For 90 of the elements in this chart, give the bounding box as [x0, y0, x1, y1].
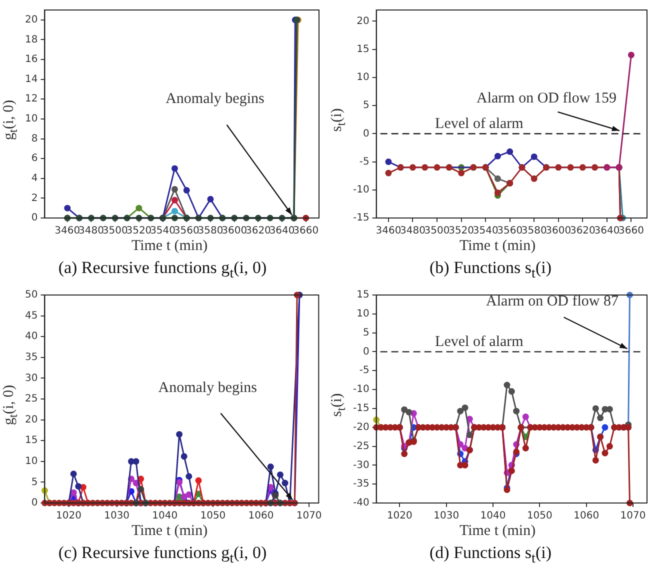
y-tick-label: 10	[356, 72, 370, 84]
x-tick-label: 3560	[174, 226, 200, 237]
y-tick-label: 30	[24, 372, 38, 384]
x-axis-title: Time t (min)	[458, 523, 537, 540]
y-tick-label: 20	[24, 414, 38, 426]
y-tick-label: 10	[356, 308, 370, 320]
y-tick-label: 5	[31, 476, 38, 488]
x-tick-label: 1040	[152, 510, 178, 522]
y-tick-label: 25	[24, 394, 38, 405]
y-tick-label: -25	[352, 440, 370, 452]
x-tick-label: 3500	[424, 226, 450, 237]
x-tick-label: 1060	[248, 510, 274, 522]
x-tick-label: 1050	[200, 510, 226, 522]
y-tick-label: 35	[24, 352, 38, 363]
y-tick-label: 6	[31, 153, 38, 164]
x-tick-label: 3500	[102, 226, 128, 237]
y-tick-label: 0	[362, 128, 370, 140]
x-tick-label: 3460	[376, 226, 402, 237]
y-tick-label: -10	[352, 384, 370, 396]
y-tick-label: -35	[352, 478, 370, 490]
y-tick-label: 20	[24, 14, 38, 26]
x-tick-label: 1030	[104, 510, 130, 522]
x-tick-label: 3560	[497, 226, 523, 237]
text: (c) Recursive functions g$_{t}$(i, 0)	[57, 543, 268, 568]
ref-line-label: Level of alarm	[435, 334, 524, 350]
x-tick-label: 3620	[570, 226, 596, 237]
y-tick-label: 5	[362, 327, 370, 338]
y-tick-label: 14	[24, 74, 38, 85]
text: (a) Recursive functions g$_{t}$(i, 0)	[57, 258, 268, 282]
x-tick-label: 3480	[400, 226, 426, 237]
x-tick-label: 3480	[78, 226, 104, 237]
y-tick-label: 12	[24, 94, 38, 105]
x-tick-label: 3660	[618, 226, 644, 237]
y-tick-label: 18	[24, 34, 38, 46]
x-tick-label: 3640	[594, 226, 620, 237]
y-tick-label: 5	[362, 100, 370, 112]
x-tick-label: 3660	[293, 226, 319, 237]
y-tick-label: 15	[356, 44, 370, 55]
ref-line-label: Level of alarm	[435, 116, 524, 132]
annotation: Anomaly begins	[158, 380, 258, 396]
y-tick-label: -15	[352, 212, 370, 224]
x-tick-label: 3540	[472, 226, 498, 237]
x-tick-label: 3640	[269, 226, 295, 237]
x-tick-label: 1040	[480, 510, 506, 522]
x-tick-label: 3520	[126, 226, 152, 237]
y-tick-label: -40	[352, 498, 370, 509]
y-tick-label: 0	[31, 498, 38, 509]
y-tick-label: 15	[24, 435, 38, 446]
y-tick-label: -30	[352, 460, 370, 471]
y-tick-label: -10	[352, 184, 370, 196]
y-tick-label: 15	[356, 290, 370, 301]
x-tick-label: 1030	[434, 510, 460, 522]
y-tick-label: -15	[352, 403, 370, 414]
y-tick-label: 20	[356, 16, 370, 27]
x-axis-title: Time t (min)	[130, 523, 209, 540]
x-axis-title: Time t (min)	[458, 238, 537, 255]
y-tick-label: 45	[24, 310, 38, 322]
y-tick-label: 50	[24, 290, 38, 301]
y-tick-label: 40	[24, 331, 38, 342]
x-tick-label: 3600	[222, 226, 248, 237]
x-tick-label: 3520	[448, 226, 474, 237]
y-tick-label: 10	[24, 456, 38, 467]
x-tick-label: 1070	[620, 510, 646, 522]
y-tick-label: 8	[31, 133, 38, 144]
x-tick-label: 1050	[526, 510, 552, 522]
x-tick-label: 3580	[521, 226, 547, 237]
y-tick-label: 4	[31, 172, 38, 184]
x-tick-label: 3460	[54, 226, 80, 237]
x-tick-label: 3620	[245, 226, 271, 237]
x-axis-title: Time t (min)	[130, 238, 209, 255]
y-tick-label: 0	[31, 212, 38, 224]
x-tick-label: 1020	[386, 510, 412, 522]
text: (b) Functions s$_{t}$(i)	[428, 258, 552, 282]
y-tick-label: -5	[359, 365, 370, 376]
y-tick-label: 2	[31, 192, 38, 204]
text: (d) Functions s$_{t}$(i)	[428, 543, 552, 568]
x-tick-label: 1020	[56, 510, 82, 522]
x-tick-label: 3600	[546, 226, 572, 237]
annotation: Alarm on OD flow 87	[486, 294, 620, 310]
x-tick-label: 3580	[198, 226, 224, 237]
x-tick-label: 3540	[150, 226, 176, 237]
y-tick-label: -5	[359, 156, 370, 168]
y-tick-label: 16	[24, 54, 38, 66]
x-tick-label: 1060	[574, 510, 600, 522]
annotation: Alarm on OD flow 159	[476, 90, 617, 107]
y-tick-label: 0	[362, 346, 370, 358]
y-tick-label: -20	[352, 422, 370, 433]
y-tick-label: 10	[24, 114, 38, 125]
x-tick-label: 1070	[296, 510, 322, 522]
annotation: Anomaly begins	[166, 90, 264, 107]
